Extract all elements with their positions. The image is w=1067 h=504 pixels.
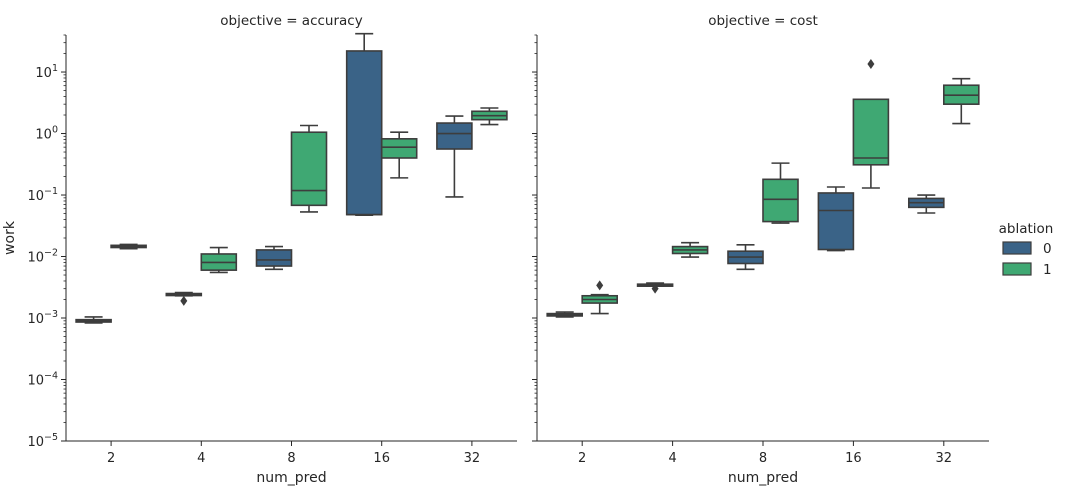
box-iqr <box>817 192 855 251</box>
box-2-ablation-1 <box>581 280 619 315</box>
panel-1: objective = cost 2 4 8 16 32 num_pred <box>532 13 989 486</box>
y-tick-exponent: −2 <box>44 248 58 259</box>
box-iqr <box>762 178 799 223</box>
x-tick-label: 4 <box>668 451 676 466</box>
panels: objective = accuracy10−510−410−310−210−1… <box>2 13 989 486</box>
y-tick-label: 10−4 <box>27 371 58 389</box>
y-tick-label: 10−3 <box>27 309 58 327</box>
box-iqr <box>345 50 383 216</box>
box-iqr <box>436 122 473 150</box>
legend-label-1: 1 <box>1043 262 1052 278</box>
legend-swatch-0 <box>1002 241 1032 255</box>
box-iqr <box>290 131 328 207</box>
y-tick-exponent: 1 <box>52 63 58 74</box>
y-tick-base: 10 <box>27 189 44 204</box>
x-tick-label: 4 <box>197 451 205 466</box>
box-4-ablation-1 <box>200 246 238 274</box>
box-16-ablation-1 <box>380 131 418 179</box>
box-iqr <box>255 249 293 267</box>
y-tick-exponent: −3 <box>44 309 58 320</box>
y-tick-label: 10−1 <box>27 186 58 204</box>
box-iqr <box>380 138 418 159</box>
box-4-ablation-1 <box>671 241 709 258</box>
box-iqr <box>852 98 890 166</box>
box-8-ablation-0 <box>727 244 764 271</box>
outlier-marker <box>180 295 188 306</box>
legend-label-0: 0 <box>1043 241 1052 257</box>
box-16-ablation-1 <box>852 59 890 189</box>
box-8-ablation-1 <box>290 124 328 213</box>
x-tick-label: 32 <box>464 451 481 466</box>
box-32-ablation-1 <box>471 107 508 126</box>
x-tick-label: 16 <box>373 451 390 466</box>
panel-title: objective = accuracy <box>220 13 362 29</box>
box-32-ablation-0 <box>907 194 945 214</box>
y-tick-base: 10 <box>27 374 44 389</box>
legend: ablation 0 1 <box>999 221 1054 278</box>
box-4-ablation-0 <box>165 291 203 306</box>
panel-0: objective = accuracy10−510−410−310−210−1… <box>2 13 517 486</box>
y-tick-exponent: −5 <box>44 432 58 443</box>
y-tick-exponent: −1 <box>44 186 58 197</box>
box-8-ablation-0 <box>255 245 293 271</box>
y-tick-exponent: 0 <box>52 125 58 136</box>
x-tick-label: 32 <box>936 451 953 466</box>
y-axis-label: work <box>2 220 18 255</box>
y-tick-base: 10 <box>27 312 44 327</box>
x-tick-label: 16 <box>845 451 862 466</box>
box-2-ablation-0 <box>75 316 112 324</box>
y-tick-base: 10 <box>35 128 52 143</box>
outlier-marker <box>867 59 875 70</box>
box-16-ablation-0 <box>817 186 855 252</box>
box-8-ablation-1 <box>762 162 799 224</box>
x-tick-label: 8 <box>759 451 767 466</box>
box-4-ablation-0 <box>636 282 674 294</box>
y-tick-label: 100 <box>35 125 58 143</box>
box-32-ablation-1 <box>942 77 980 125</box>
y-tick-label: 10−2 <box>27 248 58 266</box>
y-tick-label: 101 <box>35 63 58 81</box>
box-32-ablation-0 <box>436 115 473 198</box>
x-axis-label: num_pred <box>728 470 798 486</box>
box-2-ablation-0 <box>546 311 584 318</box>
x-tick-label: 2 <box>107 451 115 466</box>
y-tick-base: 10 <box>27 251 44 266</box>
panel-title: objective = cost <box>708 13 818 29</box>
box-2-ablation-1 <box>110 243 147 250</box>
legend-swatch-1 <box>1002 262 1032 276</box>
x-tick-label: 8 <box>287 451 295 466</box>
legend-title: ablation <box>999 221 1054 237</box>
y-tick-base: 10 <box>35 66 52 81</box>
x-tick-label: 2 <box>578 451 586 466</box>
x-axis-label: num_pred <box>256 470 326 486</box>
y-tick-exponent: −4 <box>44 371 58 382</box>
box-16-ablation-0 <box>345 32 383 216</box>
y-tick-label: 10−5 <box>27 432 58 450</box>
outlier-marker <box>651 283 659 294</box>
y-tick-base: 10 <box>27 435 44 450</box>
outlier-marker <box>596 280 604 291</box>
